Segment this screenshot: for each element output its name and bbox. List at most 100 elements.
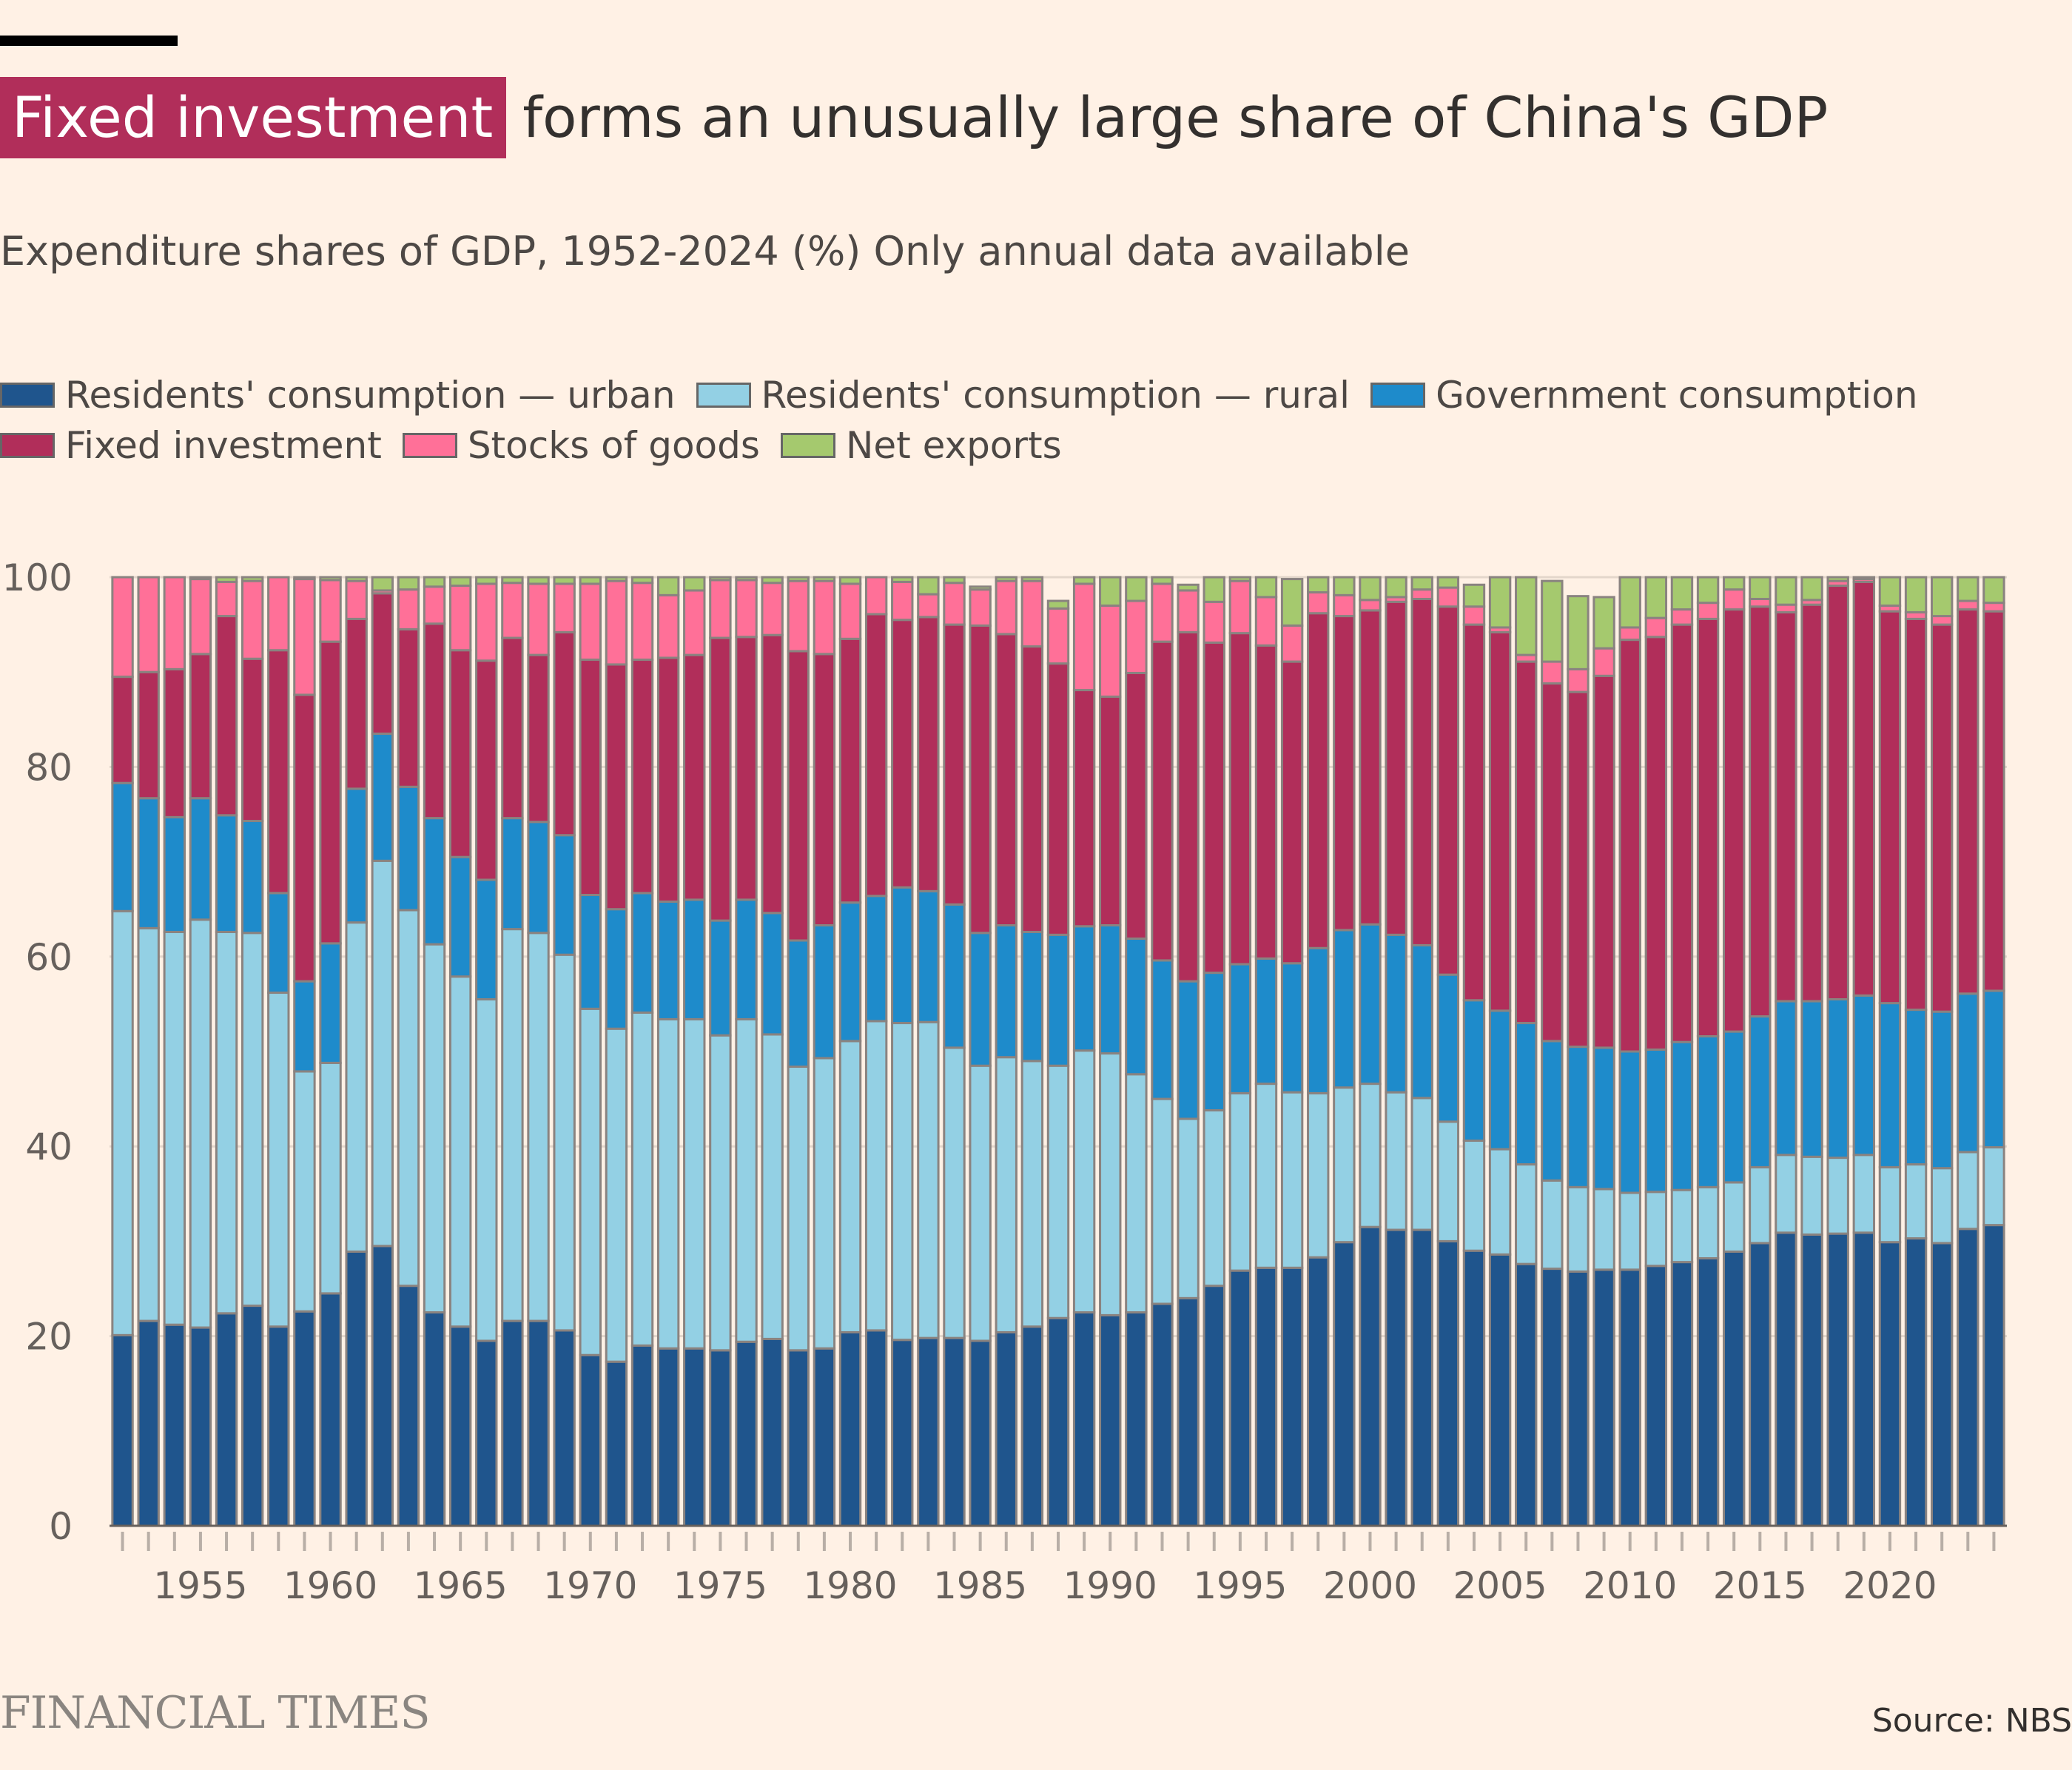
bar-segment bbox=[1930, 623, 1954, 1013]
legend-label: Net exports bbox=[845, 424, 1062, 467]
bar-segment bbox=[838, 1040, 862, 1333]
bar-segment bbox=[787, 579, 810, 653]
bar-segment bbox=[501, 817, 524, 931]
bar-segment bbox=[1541, 1179, 1564, 1271]
bar-segment bbox=[605, 579, 628, 666]
bar-segment bbox=[683, 589, 706, 656]
bar-segment bbox=[1333, 615, 1356, 932]
bar-segment bbox=[656, 1347, 680, 1527]
bar-segment bbox=[605, 1360, 628, 1527]
bar-segment bbox=[319, 1292, 342, 1527]
bar-segment bbox=[1462, 1249, 1486, 1527]
bar-segment bbox=[1099, 604, 1122, 699]
bar-segment bbox=[1723, 1030, 1746, 1184]
bar-segment bbox=[943, 903, 966, 1049]
x-axis: 1955 1960 1965 1970 1975 1980 1985 1990 1995 2000… bbox=[110, 1524, 2007, 1607]
bar-segment bbox=[1228, 579, 1252, 635]
bar-segment bbox=[579, 1007, 602, 1356]
bar-segment bbox=[1020, 579, 1044, 648]
bar-segment bbox=[1592, 1268, 1615, 1527]
bar-segment bbox=[423, 585, 446, 625]
source-note: Source: NBS bbox=[1871, 1702, 2072, 1740]
bar-segment bbox=[1280, 1091, 1304, 1269]
bar-segment bbox=[1488, 576, 1512, 629]
bar-segment bbox=[864, 895, 888, 1023]
bar-segment bbox=[1957, 608, 1980, 995]
bar-segment bbox=[1228, 1269, 1252, 1527]
bar-segment bbox=[1878, 610, 1902, 1005]
bar-segment bbox=[1046, 599, 1070, 610]
bar-segment bbox=[1775, 603, 1797, 613]
bar-segment bbox=[1878, 576, 1902, 607]
bar-segment bbox=[1852, 1231, 1876, 1527]
bar-segment bbox=[1072, 1311, 1096, 1527]
bar-segment bbox=[1723, 1181, 1746, 1254]
bar-segment bbox=[838, 637, 862, 904]
bar-segment bbox=[475, 576, 498, 585]
bar-segment bbox=[319, 1061, 342, 1295]
bar-segment bbox=[345, 579, 368, 620]
header-rule bbox=[0, 36, 178, 46]
bar-segment bbox=[189, 1326, 212, 1527]
bar-segment bbox=[1930, 615, 1954, 626]
bar-segment bbox=[1488, 1148, 1512, 1256]
bar-segment bbox=[787, 1349, 810, 1527]
bar-segment bbox=[215, 930, 238, 1315]
bar-segment bbox=[267, 1325, 290, 1527]
bar-segment bbox=[1644, 636, 1668, 1051]
bar-segment bbox=[1644, 1265, 1668, 1527]
bar-segment bbox=[1410, 943, 1433, 1100]
bar-segment bbox=[683, 653, 706, 901]
bar-segment bbox=[1228, 576, 1252, 582]
bar-segment bbox=[1385, 1228, 1407, 1527]
bar-segment bbox=[1670, 608, 1694, 626]
y-tick-label: 20 bbox=[25, 1316, 73, 1359]
bar-segment bbox=[579, 576, 602, 585]
bar-segment bbox=[553, 834, 576, 956]
bar-segment bbox=[1436, 576, 1460, 589]
bar-segment bbox=[319, 942, 342, 1064]
bar-segment bbox=[1957, 1151, 1980, 1231]
bar-segment bbox=[319, 579, 342, 643]
bar-segment bbox=[1436, 973, 1460, 1123]
bar-segment bbox=[1307, 1256, 1330, 1527]
bar-segment bbox=[1202, 641, 1225, 975]
legend-item: Fixed investment bbox=[0, 424, 382, 467]
bar-segment bbox=[579, 582, 602, 662]
bar-segment bbox=[240, 1305, 264, 1527]
bar-segment bbox=[1775, 610, 1797, 1003]
bar-segment bbox=[423, 943, 446, 1314]
bar-segment bbox=[1099, 1313, 1122, 1527]
bar-segment bbox=[1177, 980, 1200, 1120]
bar-segment bbox=[527, 821, 550, 935]
bar-segment bbox=[813, 1347, 836, 1527]
bar-segment bbox=[1202, 600, 1225, 644]
bar-segment bbox=[709, 636, 732, 922]
bar-segment bbox=[1125, 1073, 1148, 1314]
bar-segment bbox=[761, 912, 784, 1036]
legend-item: Stocks of goods bbox=[402, 424, 760, 467]
bar-segment bbox=[630, 659, 654, 895]
bar-segment bbox=[293, 576, 316, 581]
bar-segment bbox=[864, 613, 888, 898]
x-tick-label: 2015 bbox=[1713, 1564, 1807, 1607]
bar-segment bbox=[163, 930, 186, 1326]
bar-segment bbox=[1982, 1224, 2005, 1527]
bar-segment bbox=[761, 576, 784, 585]
bar-segment bbox=[475, 997, 498, 1342]
y-axis: 0 20 40 60 80 100 bbox=[2, 556, 73, 1548]
bar-segment bbox=[371, 576, 394, 592]
bar-segment bbox=[1202, 576, 1225, 603]
bar-segment bbox=[838, 901, 862, 1043]
bar-segment bbox=[1307, 612, 1330, 949]
bar-segment bbox=[345, 1251, 368, 1527]
bar-segment bbox=[969, 932, 992, 1067]
bar-segment bbox=[605, 908, 628, 1030]
bar-segment bbox=[1333, 576, 1356, 596]
bar-segment bbox=[267, 992, 290, 1328]
bar-segment bbox=[1462, 623, 1486, 1002]
bar-segment bbox=[163, 815, 186, 933]
x-tick-label: 1970 bbox=[543, 1564, 637, 1607]
bar-segment bbox=[423, 622, 446, 820]
bar-segment bbox=[240, 657, 264, 822]
